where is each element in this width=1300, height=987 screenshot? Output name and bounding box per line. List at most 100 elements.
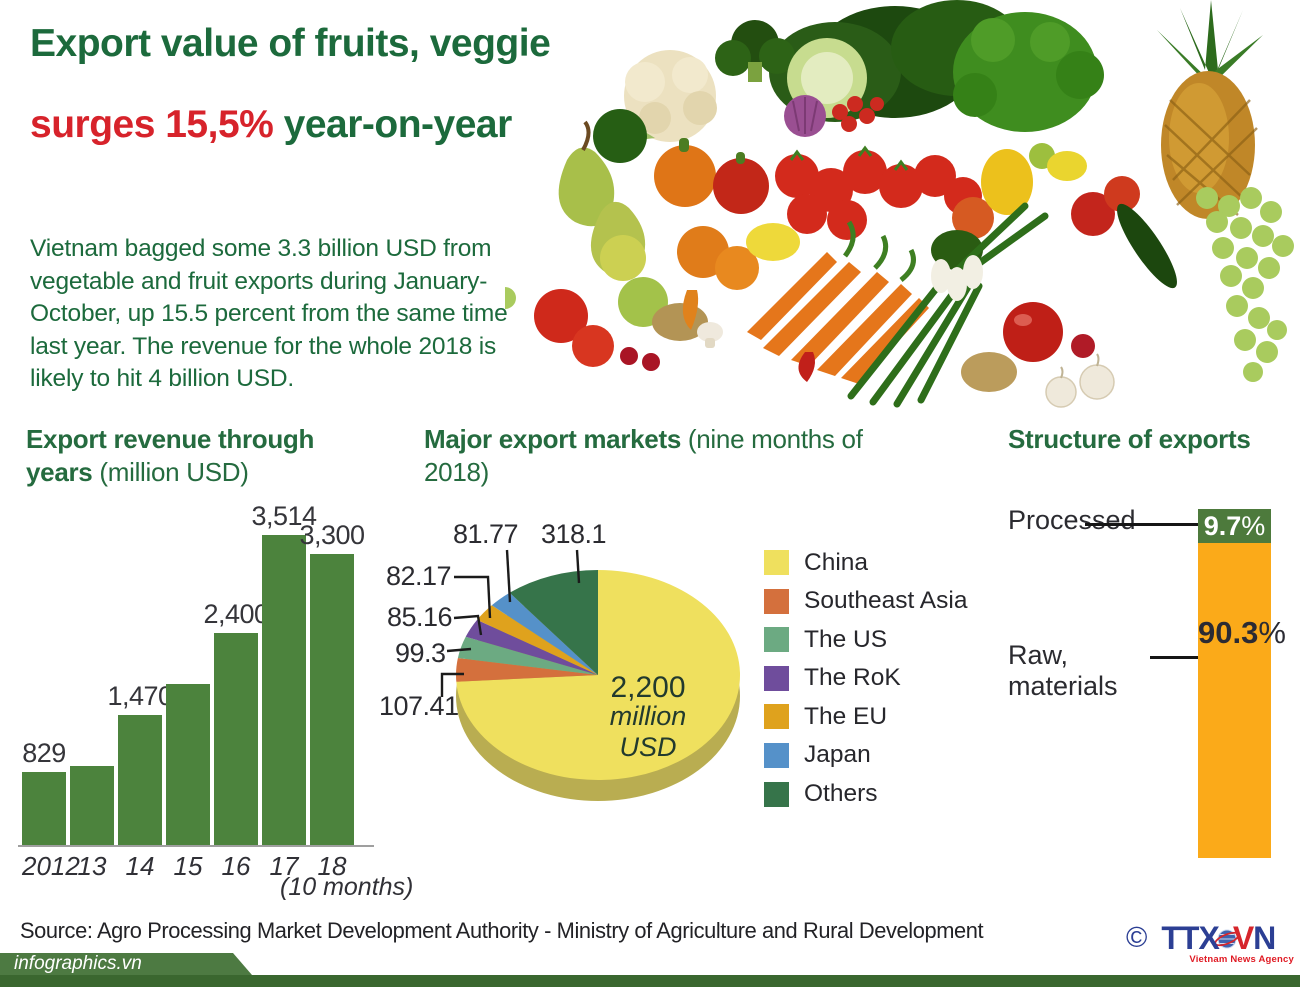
structure-title-bold: Structure of exports	[1008, 424, 1251, 454]
raw-label-line2: materials	[1008, 671, 1118, 701]
bar-value-label: 2,400	[203, 599, 269, 629]
pie-legend: China Southeast Asia The US The RoK The EU Ja…	[764, 548, 968, 808]
processed-label: Processed	[1008, 505, 1136, 535]
bar-value-label: 1,470	[107, 681, 173, 711]
callout-others: 318.1	[541, 519, 607, 549]
title-highlight: surges 15,5%	[30, 103, 274, 146]
intro-paragraph: Vietnam bagged some 3.3 billion USD from…	[30, 235, 508, 393]
bar-value-label: 3,514	[251, 501, 317, 531]
structure-segment-value: 90.3%	[1198, 615, 1286, 650]
callout-leader-line	[453, 614, 483, 636]
pie-chart-title-bold: Major export markets	[424, 424, 681, 454]
structure-segment-processed: 9.7%	[1198, 509, 1271, 543]
x-axis-label: 2012	[22, 851, 80, 881]
callout-leader-line	[446, 647, 472, 653]
bar-chart-title: Export revenue through years (million US…	[26, 423, 338, 489]
legend-item: Japan	[764, 741, 967, 769]
pie-slice-others	[509, 570, 598, 675]
bar-chart-title-bold: Export revenue through years	[26, 424, 315, 487]
structure-segment-raw: 90.3%	[1198, 543, 1286, 858]
processed-leader-line	[1085, 523, 1198, 526]
legend-swatch	[764, 742, 789, 768]
callout-japan: 81.77	[453, 519, 519, 549]
bar	[166, 684, 210, 845]
legend-swatch	[764, 665, 789, 691]
agency-logo-text: TTX V N	[1161, 920, 1276, 957]
legend-label: Others	[804, 780, 878, 808]
legend-label: The RoK	[804, 664, 901, 692]
bar-chart-axis	[18, 845, 374, 847]
x-axis-label: 15	[173, 851, 203, 881]
legend-swatch	[764, 704, 789, 730]
pie-slice-the-us	[457, 636, 598, 675]
pie-slice-the-eu	[477, 605, 598, 675]
legend-label: The US	[804, 625, 888, 653]
callout-sea: 107.41	[379, 691, 459, 721]
pineapple-icon	[1157, 0, 1263, 219]
site-name: infographics.vn	[14, 953, 142, 974]
legend-swatch	[764, 550, 789, 575]
pie-slice-china	[456, 570, 741, 780]
pie-center-unit: million USD	[609, 701, 687, 762]
raw-label-line1: Raw,	[1008, 640, 1069, 670]
agency-name: Vietnam News Agency	[1189, 954, 1294, 965]
footer-bottom-band	[0, 975, 1300, 987]
callout-leader-line	[454, 575, 492, 619]
bar-chart-xlabels: 2012 13 14 15 16 17 18	[22, 851, 354, 882]
logo-v: V	[1232, 920, 1254, 956]
logo-ttx: TTX	[1161, 920, 1219, 956]
callout-eu: 82.17	[386, 561, 452, 591]
legend-item: Others	[764, 780, 967, 808]
legend-label: China	[804, 548, 869, 576]
callout-leader-line	[505, 549, 512, 603]
callout-leader-line	[440, 672, 464, 697]
pie-slice-japan	[491, 592, 598, 675]
bar-value-label: 829	[22, 738, 66, 768]
x-axis-label: 17	[269, 851, 299, 881]
footer-strip: infographics.vn	[0, 953, 252, 975]
pie-svg	[440, 549, 741, 801]
structure-segment-value: 9.7%	[1203, 510, 1266, 541]
bar-chart-bars: 829 1,470 2,400 3,514 3,300	[22, 501, 365, 845]
legend-item: The EU	[764, 702, 967, 730]
structure-title: Structure of exports	[1008, 423, 1251, 456]
page-title-line2: surges 15,5% year-on-year	[30, 103, 512, 147]
page-title-line1: Export value of fruits, veggie	[30, 22, 551, 65]
x-axis-note: (10 months)	[280, 873, 414, 901]
bar-value-label: 3,300	[299, 520, 365, 550]
legend-swatch	[764, 781, 789, 807]
x-axis-label: 14	[125, 851, 155, 881]
bar-chart-title-note: (million USD)	[92, 456, 249, 487]
globe-icon	[1214, 929, 1240, 948]
x-axis-label: 18	[317, 851, 347, 881]
source-line: Source: Agro Processing Market Developme…	[20, 918, 984, 943]
pie-slice-the-rok	[465, 619, 598, 675]
pie-center-value: 2,200	[610, 671, 686, 704]
legend-item: China	[764, 548, 967, 576]
callout-rok: 85.16	[387, 602, 453, 632]
ttxvn-logo: © TTX V N Vietnam News Agency	[1126, 920, 1296, 965]
bar: 829	[22, 738, 66, 845]
bar: 1,470	[107, 681, 173, 845]
bar: 3,300	[299, 520, 365, 845]
x-axis-label: 13	[77, 851, 107, 881]
structure-bar: 9.7% 90.3%	[1198, 509, 1286, 858]
legend-item: The US	[764, 625, 967, 653]
legend-swatch	[764, 627, 789, 653]
logo-n: N	[1253, 920, 1276, 956]
pie-slice-southeast-asia	[456, 658, 598, 682]
bar	[70, 766, 114, 845]
legend-label: Japan	[804, 741, 871, 769]
title-rest: year-on-year	[273, 103, 513, 146]
legend-item: Southeast Asia	[764, 587, 968, 615]
x-axis-label: 16	[221, 851, 251, 881]
callout-us: 99.3	[395, 638, 446, 668]
bar: 2,400	[203, 599, 269, 845]
pie-chart-title: Major export markets (nine months of 201…	[424, 423, 869, 489]
legend-label: Southeast Asia	[804, 587, 968, 615]
copyright-icon: ©	[1126, 922, 1148, 954]
callout-leader-line	[575, 549, 581, 584]
produce-photo	[505, 0, 1294, 408]
legend-label: The EU	[804, 702, 888, 730]
